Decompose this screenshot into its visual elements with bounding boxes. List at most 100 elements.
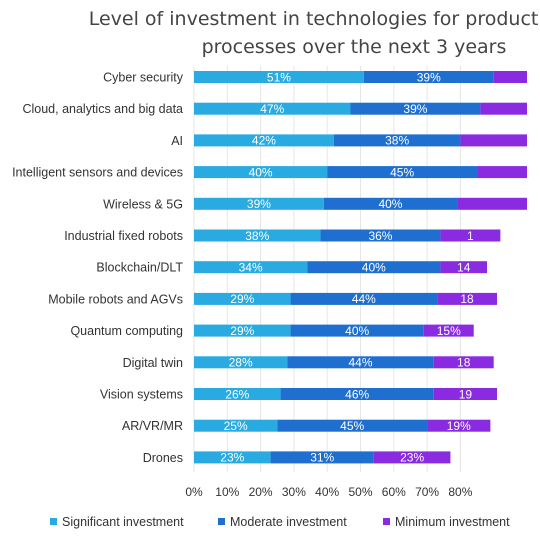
data-label: 40% [362,261,386,275]
category-label: Drones [143,451,183,465]
data-label: 36% [368,229,392,243]
category-label: Digital twin [123,356,183,370]
bar-segment [363,71,494,83]
bar-segment [194,166,328,179]
category-label: Wireless & 5G [103,197,183,211]
bar-segment [194,229,321,242]
bar-segment [194,419,278,432]
bar-segment [480,102,527,115]
legend-swatch [218,518,225,525]
chart-title: Level of investment in technologies for … [89,8,540,58]
data-label: 42% [252,134,276,148]
bar-segment [307,261,441,274]
data-label: 29% [230,292,254,306]
legend-label: Significant investment [62,515,184,529]
x-tick-label: 50% [348,485,372,499]
legend-label: Moderate investment [230,515,347,529]
bar-segment [194,102,351,115]
legend-swatch [50,518,57,525]
legend-label: Minimum investment [395,515,510,529]
data-label: 40% [249,165,273,179]
bar-segment [460,134,527,147]
data-label: 44% [348,356,372,370]
category-label: Industrial fixed robots [64,229,183,243]
x-tick-label: 0% [185,485,203,499]
data-label: 39% [417,70,441,84]
bar-segment [270,451,374,464]
data-label: 45% [340,419,364,433]
data-label: 46% [345,387,369,401]
data-label: 19 [459,387,473,401]
category-label: Cloud, analytics and big data [22,102,183,116]
bar-segment [277,419,428,432]
data-label: 26% [225,387,249,401]
bar-segment [423,324,474,337]
bar-segment [194,261,308,274]
x-tick-label: 30% [282,485,306,499]
data-label: 14 [457,261,471,275]
bar-segment [194,134,334,147]
data-label: 40% [378,197,402,211]
data-label: 25% [224,419,248,433]
bar-segment [194,451,271,464]
category-label: Mobile robots and AGVs [48,292,183,306]
data-label: 34% [239,261,263,275]
chart-title-line-2: processes over the next 3 years [202,36,507,58]
data-label: 44% [352,292,376,306]
bar-segment [194,197,324,210]
x-tick-label: 60% [382,485,406,499]
x-axis-ticks: 0% 10% 20% 30% 40% 50% 60% 70% 80% [185,485,472,499]
bar-segment [290,324,424,337]
data-label: 29% [230,324,254,338]
data-label: 38% [385,134,409,148]
data-label: 23% [220,451,244,465]
bar-segment [194,356,288,369]
category-label: AR/VR/MR [122,419,183,433]
data-label: 18 [460,292,474,306]
bar-segment [373,451,451,464]
legend: Significant investment Moderate investmen… [50,515,510,529]
category-label: Vision systems [100,388,183,402]
data-label: 51% [267,70,291,84]
bar-segment [194,292,291,305]
category-label: Quantum computing [70,324,183,338]
bars: 51% 39% 47% 39% 42% 38% 40% 45% 39% 40% 38% 36% 1 34%… [194,70,527,465]
bar-segment [323,197,458,210]
category-labels: Cyber security Cloud, analytics and big d… [12,71,184,465]
bar-segment [194,388,281,400]
category-label: Blockchain/DLT [96,261,183,275]
category-label: AI [171,134,183,148]
bar-segment [327,166,478,179]
data-label: 38% [245,229,269,243]
chart-title-line-1: Level of investment in technologies for … [89,8,540,30]
x-tick-label: 70% [415,485,439,499]
bar-segment [194,324,291,337]
data-label: 23% [400,451,424,465]
category-label: Intelligent sensors and devices [12,166,183,180]
data-label: 31% [310,451,334,465]
category-label: Cyber security [103,71,184,85]
x-tick-label: 10% [215,485,239,499]
data-label: 19% [447,419,471,433]
x-tick-label: 20% [249,485,273,499]
bar-segment [433,356,494,369]
bar-segment [437,292,498,305]
bar-segment [280,388,434,400]
x-tick-label: 80% [448,485,472,499]
bar-segment [333,134,461,147]
bar-segment [427,419,491,432]
x-tick-label: 40% [315,485,339,499]
bar-segment [287,356,434,369]
bar-segment [320,229,441,242]
bar-segment [194,71,364,83]
bar-segment [457,197,527,210]
bar-segment [433,388,498,400]
data-label: 15% [437,324,461,338]
bar-segment [440,229,501,242]
bar-segment [350,102,481,115]
bar-segment [477,166,527,179]
data-label: 18 [457,356,471,370]
legend-swatch [383,518,390,525]
data-label: 39% [247,197,271,211]
